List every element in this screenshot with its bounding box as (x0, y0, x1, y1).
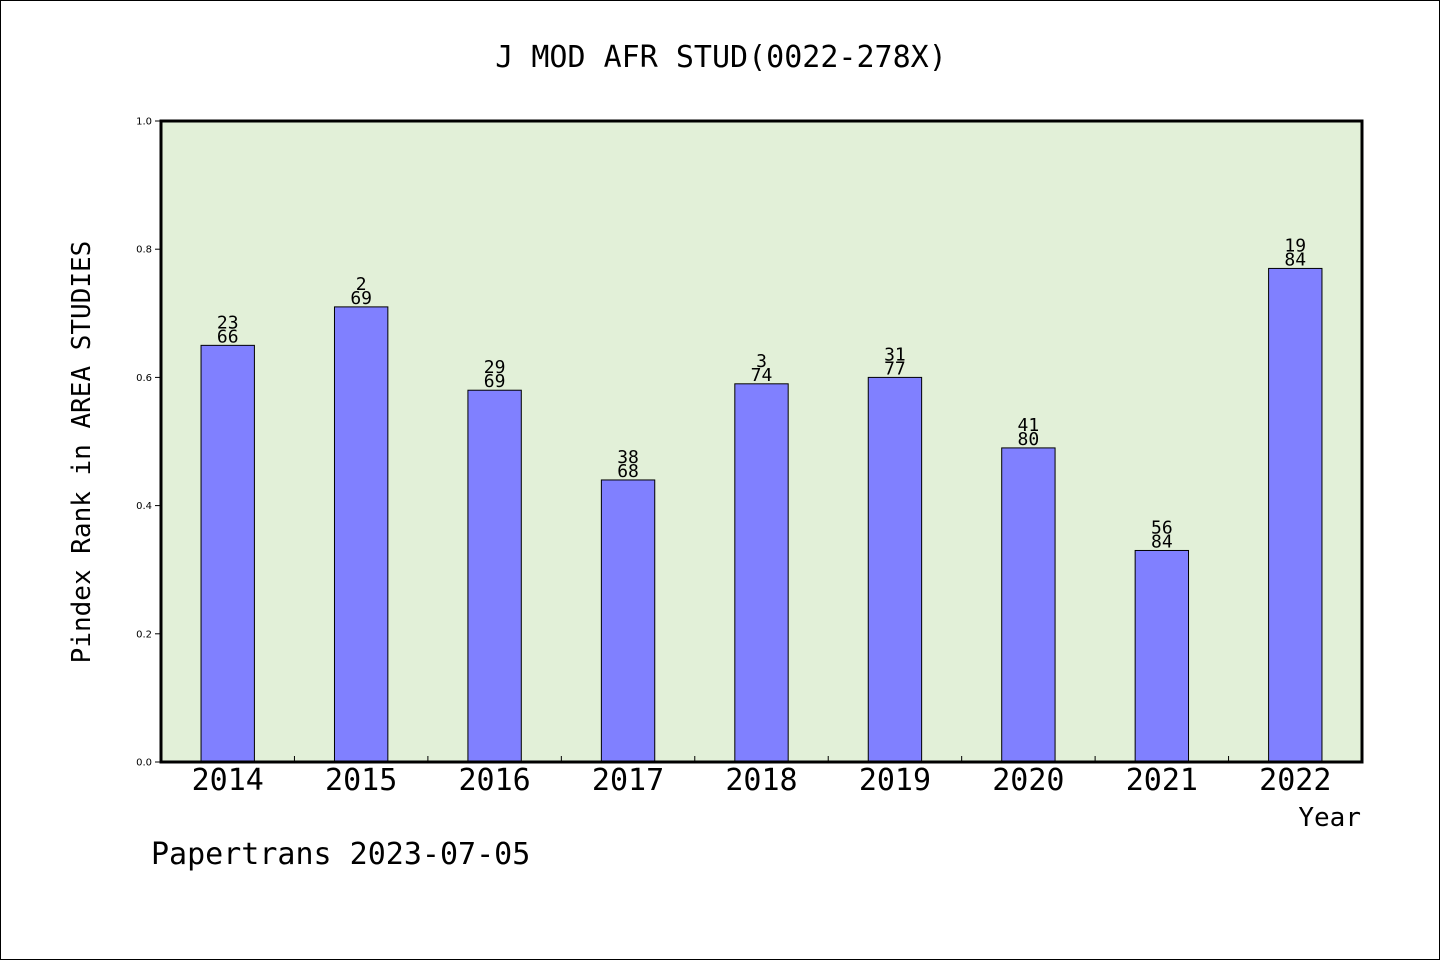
x-tick-label-2015: 2015 (325, 763, 397, 798)
total-label-2021: 84 (1151, 531, 1173, 552)
bar-2016 (467, 389, 522, 763)
bar-2019 (867, 376, 923, 763)
plot-border (159, 119, 1364, 764)
y-tick-label: 0.2 (136, 629, 152, 640)
bar-2017 (600, 479, 656, 763)
total-label-2020: 80 (1018, 429, 1040, 450)
footer-credit: Papertrans 2023-07-05 (151, 837, 530, 872)
x-tick-label-2014: 2014 (192, 763, 264, 798)
rank-label-2015: 2 (356, 274, 367, 295)
bar-2014 (200, 344, 255, 763)
chart-title: J MOD AFR STUD(0022-278X) (495, 40, 947, 75)
total-label-2019: 77 (884, 358, 906, 379)
ticks-group: 2014 2015 2016 2017 2018 2019 2020 2021 2022 0.0 0… (136, 117, 1331, 799)
bar-2018 (734, 383, 789, 763)
total-label-2016: 69 (484, 371, 506, 392)
rank-label-2021: 56 (1151, 517, 1173, 538)
y-axis-label: Pindex Rank in AREA STUDIES (67, 241, 97, 664)
y-tick-label: 1.0 (136, 117, 152, 128)
rank-label-2019: 31 (884, 344, 906, 365)
total-label-2014: 66 (217, 326, 239, 347)
x-axis-label: Year (1298, 803, 1361, 833)
x-tick-label-2022: 2022 (1259, 763, 1331, 798)
x-tick-label-2016: 2016 (458, 763, 530, 798)
rank-label-2016: 29 (484, 357, 506, 378)
total-label-2022: 84 (1284, 249, 1306, 270)
x-tick-label-2021: 2021 (1126, 763, 1198, 798)
rank-label-2014: 23 (217, 312, 239, 333)
bar-2021 (1134, 549, 1190, 763)
total-label-2015: 69 (350, 288, 372, 309)
x-tick-label-2017: 2017 (592, 763, 664, 798)
bar-2020 (1001, 447, 1056, 763)
y-tick-label: 0.0 (136, 758, 152, 769)
y-tick-label: 0.6 (136, 373, 152, 384)
x-tick-label-2020: 2020 (992, 763, 1064, 798)
y-tick-label: 0.8 (136, 245, 152, 256)
bar-2022 (1268, 267, 1323, 763)
x-tick-label-2019: 2019 (859, 763, 931, 798)
rank-label-2022: 19 (1284, 235, 1306, 256)
x-tick-label-2018: 2018 (725, 763, 797, 798)
rank-label-2020: 41 (1018, 415, 1040, 436)
total-label-2017: 68 (617, 461, 639, 482)
bar-2015 (333, 306, 389, 763)
y-tick-label: 0.4 (136, 501, 152, 512)
rank-label-2017: 38 (617, 447, 639, 468)
rank-label-2018: 3 (756, 351, 767, 372)
total-label-2018: 74 (751, 365, 773, 386)
